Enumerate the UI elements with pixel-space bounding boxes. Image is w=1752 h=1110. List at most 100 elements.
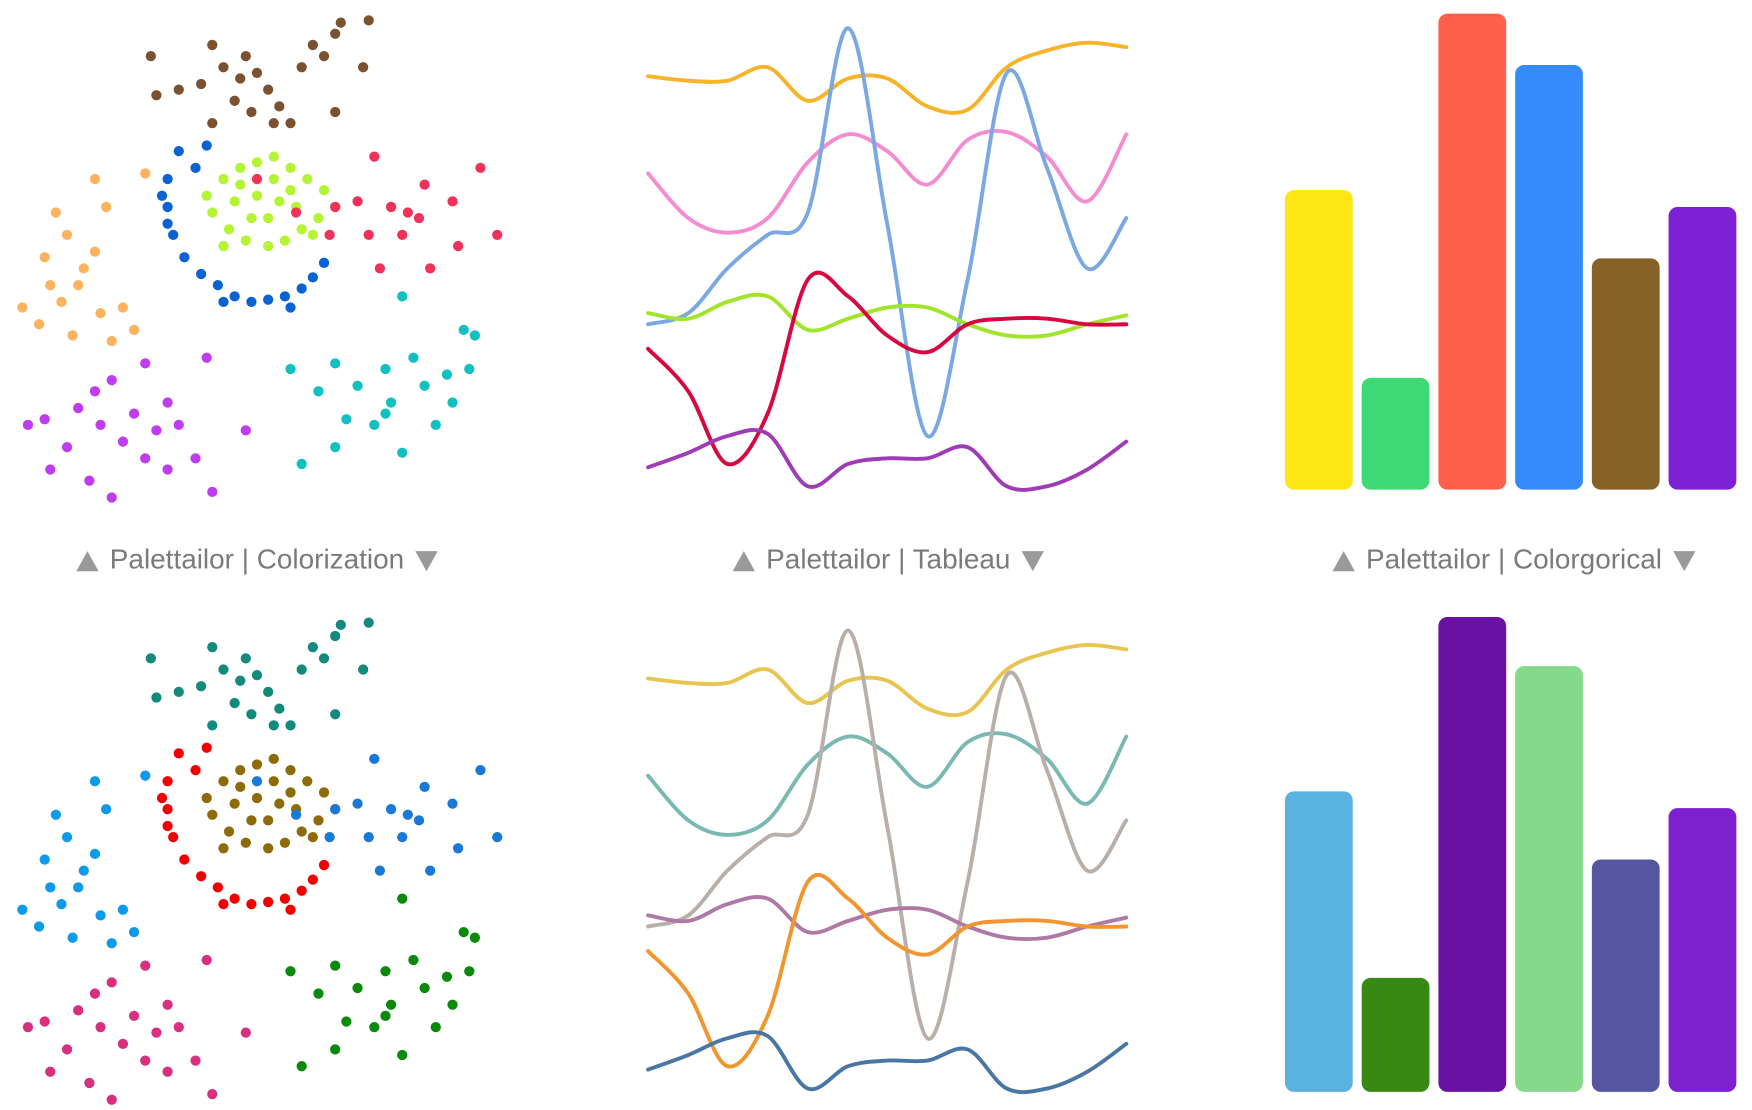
point bbox=[207, 720, 218, 731]
point bbox=[201, 140, 212, 151]
point bbox=[425, 263, 436, 274]
point bbox=[464, 966, 475, 977]
down-button[interactable] bbox=[1673, 551, 1696, 572]
point bbox=[330, 960, 341, 971]
point bbox=[397, 291, 408, 302]
line bbox=[646, 873, 1129, 1069]
point bbox=[452, 240, 464, 252]
point bbox=[190, 162, 201, 173]
point bbox=[397, 1049, 408, 1061]
point bbox=[296, 664, 307, 675]
point bbox=[268, 776, 279, 787]
point bbox=[464, 363, 475, 375]
point bbox=[73, 882, 84, 893]
point bbox=[285, 904, 296, 915]
point bbox=[447, 798, 458, 809]
point bbox=[335, 619, 346, 630]
bar bbox=[1591, 859, 1660, 1092]
point bbox=[95, 1021, 106, 1033]
point bbox=[78, 865, 89, 876]
point bbox=[162, 397, 173, 408]
point bbox=[458, 324, 469, 335]
point bbox=[61, 442, 73, 453]
point bbox=[285, 162, 296, 173]
point bbox=[335, 17, 346, 28]
point bbox=[296, 62, 307, 73]
point bbox=[223, 826, 235, 837]
point bbox=[240, 50, 251, 62]
point bbox=[285, 966, 296, 977]
point bbox=[156, 190, 168, 201]
point bbox=[61, 1044, 73, 1055]
point bbox=[201, 954, 212, 966]
point bbox=[101, 804, 112, 815]
bar bbox=[1438, 617, 1507, 1092]
point bbox=[369, 1021, 380, 1033]
point bbox=[290, 207, 302, 218]
point bbox=[201, 352, 212, 363]
point bbox=[162, 218, 173, 229]
point bbox=[274, 798, 285, 809]
point bbox=[413, 212, 425, 224]
point bbox=[235, 781, 246, 792]
point bbox=[419, 982, 430, 994]
point bbox=[173, 748, 184, 759]
point bbox=[341, 1016, 352, 1027]
point bbox=[235, 73, 246, 84]
bar bbox=[1668, 206, 1737, 490]
point bbox=[207, 486, 218, 498]
point bbox=[17, 302, 28, 313]
point bbox=[251, 67, 263, 79]
point bbox=[492, 831, 503, 843]
point bbox=[363, 831, 374, 843]
point bbox=[357, 62, 369, 73]
point bbox=[128, 324, 140, 335]
point bbox=[279, 235, 291, 246]
point bbox=[263, 84, 274, 95]
point bbox=[318, 653, 330, 664]
point bbox=[195, 681, 207, 692]
point bbox=[307, 39, 318, 51]
point bbox=[469, 932, 481, 943]
point bbox=[307, 272, 318, 283]
point bbox=[285, 185, 296, 196]
point bbox=[251, 792, 263, 804]
line bbox=[646, 270, 1129, 467]
point bbox=[190, 453, 201, 464]
point bbox=[33, 319, 45, 330]
point bbox=[117, 436, 129, 447]
point bbox=[229, 291, 240, 302]
line bbox=[646, 642, 1129, 718]
point bbox=[302, 776, 313, 787]
bar bbox=[1515, 65, 1583, 490]
point bbox=[268, 118, 279, 129]
up-button[interactable] bbox=[76, 551, 99, 572]
up-button[interactable] bbox=[1332, 551, 1355, 572]
point bbox=[402, 207, 413, 218]
point bbox=[162, 173, 173, 185]
point bbox=[408, 352, 419, 363]
point bbox=[268, 720, 279, 731]
point bbox=[330, 709, 341, 720]
point bbox=[212, 280, 224, 291]
line bbox=[646, 428, 1129, 492]
point bbox=[117, 302, 129, 313]
point bbox=[140, 1055, 151, 1066]
point bbox=[212, 882, 224, 893]
point bbox=[162, 999, 173, 1010]
point bbox=[330, 804, 341, 815]
point bbox=[285, 302, 296, 313]
down-button[interactable] bbox=[415, 551, 438, 572]
point bbox=[469, 330, 481, 341]
point bbox=[318, 787, 330, 798]
point bbox=[39, 414, 50, 425]
point bbox=[330, 442, 341, 453]
point bbox=[246, 899, 257, 910]
point bbox=[218, 62, 229, 73]
point bbox=[263, 240, 274, 252]
point bbox=[229, 798, 240, 809]
up-button[interactable] bbox=[732, 551, 756, 572]
down-button[interactable] bbox=[1021, 551, 1044, 572]
point bbox=[251, 776, 263, 787]
point bbox=[223, 224, 235, 235]
